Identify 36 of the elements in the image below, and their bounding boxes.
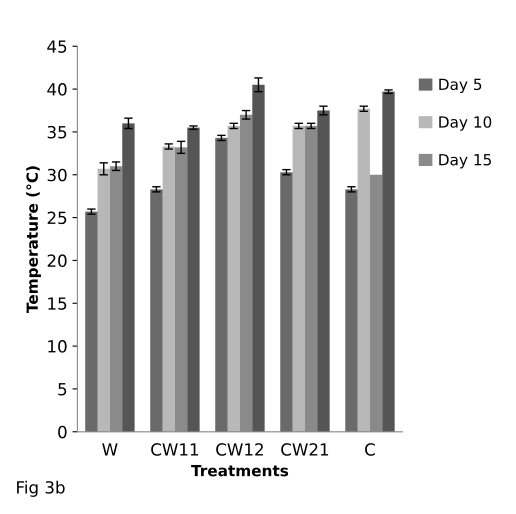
bar	[252, 84, 265, 432]
legend-label: Day 15	[439, 154, 491, 168]
bar	[98, 168, 110, 432]
y-axis-title: Temperature (°C)	[26, 166, 41, 313]
x-tick-label: CW21	[281, 443, 328, 456]
bar	[382, 92, 395, 432]
x-tick-label: C	[365, 443, 375, 456]
caption: Fig 3b	[17, 480, 65, 497]
bar	[85, 212, 98, 432]
x-tick-label: CW11	[151, 443, 198, 456]
bar	[358, 108, 370, 432]
bar	[122, 123, 135, 432]
y-tick-label: 0	[58, 426, 67, 438]
y-tick-label: 45	[47, 40, 66, 53]
x-axis-title: Treatments	[191, 465, 288, 476]
y-tick-label: 5	[58, 383, 66, 396]
legend-label: Day 5	[439, 78, 482, 94]
bar	[215, 138, 228, 432]
y-tick-label: 20	[48, 254, 67, 267]
bar	[317, 110, 330, 432]
bar	[280, 172, 293, 432]
y-tick-label: 10	[48, 340, 67, 353]
y-tick-label: 15	[48, 297, 66, 310]
x-tick-label: CW12	[216, 443, 263, 456]
bar	[150, 189, 163, 432]
bar	[345, 189, 358, 432]
bar	[228, 126, 240, 432]
y-tick-label: 40	[47, 83, 67, 96]
bar	[187, 128, 200, 432]
bar	[292, 126, 305, 432]
legend-label: Day 10	[439, 116, 492, 131]
y-tick-label: 25	[48, 212, 66, 224]
y-tick-label: 35	[48, 126, 66, 138]
bar	[162, 146, 175, 432]
x-tick-label: W	[102, 443, 118, 456]
y-tick-label: 30	[48, 168, 67, 182]
